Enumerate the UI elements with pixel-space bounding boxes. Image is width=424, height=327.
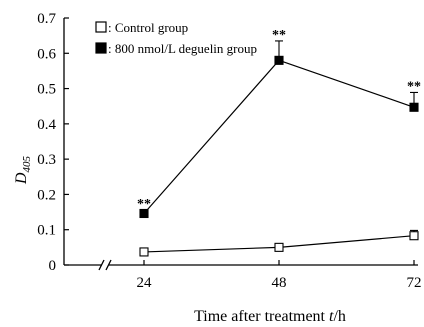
y-tick-label: 0.3	[37, 152, 56, 168]
x-tick-label: 72	[407, 275, 422, 291]
y-tick-labels: 0 0.1 0.2 0.3 0.4 0.5 0.6 0.7	[37, 11, 56, 274]
axis-break-mark-left	[98, 259, 105, 271]
y-tick-label: 0	[49, 258, 57, 274]
y-tick-label: 0.1	[37, 223, 56, 239]
x-axis-label: Time after treatment t/h	[194, 308, 346, 325]
significance-label: **	[272, 28, 286, 43]
x-axis-label-variable: t	[329, 308, 334, 325]
data-point	[274, 242, 284, 252]
series-0	[139, 229, 419, 257]
y-axis-label-main: D	[13, 172, 30, 185]
series-1: ** ** **	[137, 28, 421, 219]
legend-label-control: : Control group	[108, 20, 188, 35]
legend: : Control group : 800 nmol/L deguelin gr…	[95, 20, 257, 56]
series-layer: ** ** **	[137, 28, 421, 257]
legend-label-deguelin: : 800 nmol/L deguelin group	[108, 41, 257, 56]
chart-axes	[63, 17, 418, 271]
x-axis-label-unit: /h	[333, 308, 345, 325]
data-point	[274, 55, 284, 65]
series-line	[143, 59, 415, 214]
data-point	[139, 208, 149, 219]
x-tick-label: 48	[272, 275, 287, 291]
x-tick-label: 24	[137, 275, 153, 291]
y-tick-label: 0.6	[37, 46, 56, 62]
y-tick-label: 0.4	[37, 117, 56, 133]
x-axis-label-main: Time after treatment	[194, 308, 329, 325]
legend-marker-control	[95, 21, 107, 33]
y-tick-label: 0.7	[37, 11, 56, 27]
y-axis-label: D405	[13, 155, 33, 185]
y-axis-label-subscript: 405	[21, 155, 33, 172]
x-tick-labels: 24 48 72	[137, 275, 422, 291]
y-tick-label: 0.5	[37, 82, 56, 98]
significance-label: **	[137, 197, 151, 212]
data-point	[409, 231, 419, 241]
data-point	[139, 247, 149, 257]
axis-break-mark-right	[105, 259, 112, 271]
legend-marker-deguelin	[95, 42, 107, 54]
significance-label: **	[407, 79, 421, 94]
y-tick-label: 0.2	[37, 187, 56, 203]
data-point	[409, 102, 419, 112]
